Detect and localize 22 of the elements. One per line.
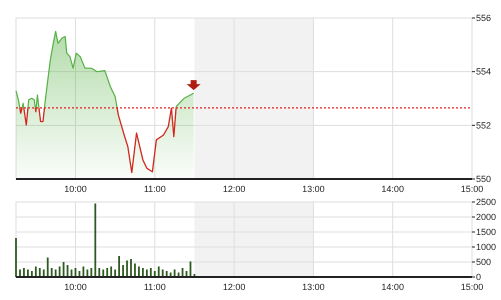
x-tick-label: 14:00 xyxy=(381,282,404,292)
y-tick-label: 500 xyxy=(476,257,492,267)
x-tick-label: 15:00 xyxy=(460,184,484,194)
x-tick-label: 10:00 xyxy=(64,184,87,194)
y-tick-label: 556 xyxy=(476,13,492,23)
y-tick-label: 2000 xyxy=(476,212,496,222)
y-tick-label: 554 xyxy=(476,66,492,77)
x-tick-label: 12:00 xyxy=(222,184,246,194)
y-tick-label: 552 xyxy=(476,120,492,130)
y-tick-label: 1500 xyxy=(476,227,496,237)
x-tick-label: 13:00 xyxy=(302,184,325,194)
y-tick-label: 550 xyxy=(476,174,492,184)
x-tick-label: 10:00 xyxy=(64,282,87,292)
y-tick-label: 2500 xyxy=(476,197,496,207)
x-tick-label: 11:00 xyxy=(144,184,166,194)
x-tick-label: 15:00 xyxy=(460,282,484,292)
x-tick-label: 11:00 xyxy=(144,282,166,292)
x-tick-label: 13:00 xyxy=(302,282,325,292)
y-tick-label: 1000 xyxy=(476,242,496,252)
y-tick-label: 0 xyxy=(476,272,482,282)
x-tick-label: 14:00 xyxy=(381,184,404,194)
x-tick-label: 12:00 xyxy=(222,282,246,292)
